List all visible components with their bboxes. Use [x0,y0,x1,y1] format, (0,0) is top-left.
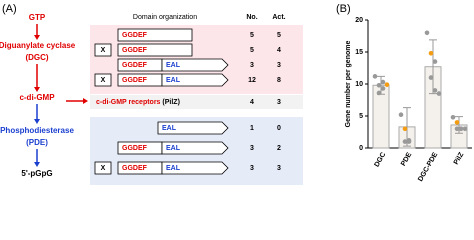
domain-box [94,43,112,57]
data-point [402,139,408,144]
data-point [454,120,460,125]
count: 5 [250,47,254,54]
count: 12 [248,77,256,84]
receptor-panel [90,95,303,109]
receptor-label: c-di-GMP receptors (PilZ) [96,99,180,106]
pathway-text: Diguanylate cyclase [0,41,76,50]
domain-box [161,73,229,87]
data-point [398,112,404,118]
count: 3 [250,165,254,172]
y-tick-label: 15 [355,49,363,56]
data-point [432,59,438,64]
data-point [380,86,386,91]
data-point [428,50,434,56]
arrows [34,24,88,167]
data-point [432,88,438,93]
domain-box [117,43,193,57]
count: 8 [277,77,281,84]
domain-label: EAL [166,62,181,69]
count: 3 [277,165,281,172]
data-point [436,91,442,96]
count: 0 [277,125,281,132]
pathway-text: (PDE) [26,138,48,147]
figure: (A) GTP Diguanylate cyclase (DGC) c-di-G… [0,3,472,185]
count: 5 [277,32,281,39]
y-tick-label: 0 [359,145,363,152]
count: 3 [250,62,254,69]
pathway-text: Phosphodiesterase [0,126,74,135]
panel-label: (B) [336,3,351,15]
x-tick-label: PilZ [453,151,466,166]
domain-box [94,161,112,175]
domain-label: GGDEF [122,165,148,172]
count: 3 [277,99,281,106]
header: Act. [272,14,285,21]
domain-label: GGDEF [122,62,148,69]
domain-box [157,121,229,135]
domain-label: EAL [166,145,181,152]
count: 4 [277,47,281,54]
domain-label: EAL [166,165,181,172]
panel-b: (B) Gene number per genome 0 5 10 15 20 DGC PDE D… [336,3,472,183]
y-tick-label: 10 [355,81,363,88]
domain-box [117,28,193,42]
panel-label: (A) [2,3,17,15]
data-point [424,30,430,36]
domain-box [161,161,229,175]
domain-label: GGDEF [122,145,148,152]
x-tick-label: DGC-PDE [417,151,439,183]
data-point [384,82,390,87]
data-point [428,75,434,80]
y-tick-label: 5 [359,113,363,120]
x-tick-label: PDE [400,151,413,167]
pathway-text: GTP [29,13,46,22]
error-bar [429,39,437,95]
x-tick-label: DGC [373,151,387,168]
y-axis-label: Gene number per genome [345,41,352,128]
pathway-text: (DGC) [25,53,48,62]
domain-box [161,58,229,72]
count: 3 [250,145,254,152]
data-point [454,126,460,132]
pathway-text: 5'-pGpG [21,169,52,178]
data-point [406,138,412,143]
data-point [376,82,382,88]
data-point [380,79,386,85]
header: No. [246,14,257,21]
count: 1 [250,125,254,132]
domain-label: EAL [166,77,181,84]
domain-label: EAL [162,125,177,132]
domain-box [161,141,229,155]
y-tick-label: 20 [355,17,363,24]
count: 5 [250,32,254,39]
count: 4 [250,99,254,106]
domain-box [94,73,112,87]
domain-label: GGDEF [122,32,148,39]
domain-label: X [101,165,106,172]
domain-label: GGDEF [122,77,148,84]
error-bar [455,116,463,134]
domain-label: X [101,77,106,84]
domain-label: X [101,47,106,54]
data-point [372,74,378,79]
data-point [402,126,408,132]
header: Domain organization [133,14,197,21]
data-point [458,126,464,132]
data-point [450,114,456,120]
data-point [376,90,382,96]
count: 2 [277,145,281,152]
count: 3 [277,62,281,69]
pathway-text: c-di-GMP [19,93,55,102]
data-point [462,126,468,132]
domain-label: GGDEF [122,47,148,54]
